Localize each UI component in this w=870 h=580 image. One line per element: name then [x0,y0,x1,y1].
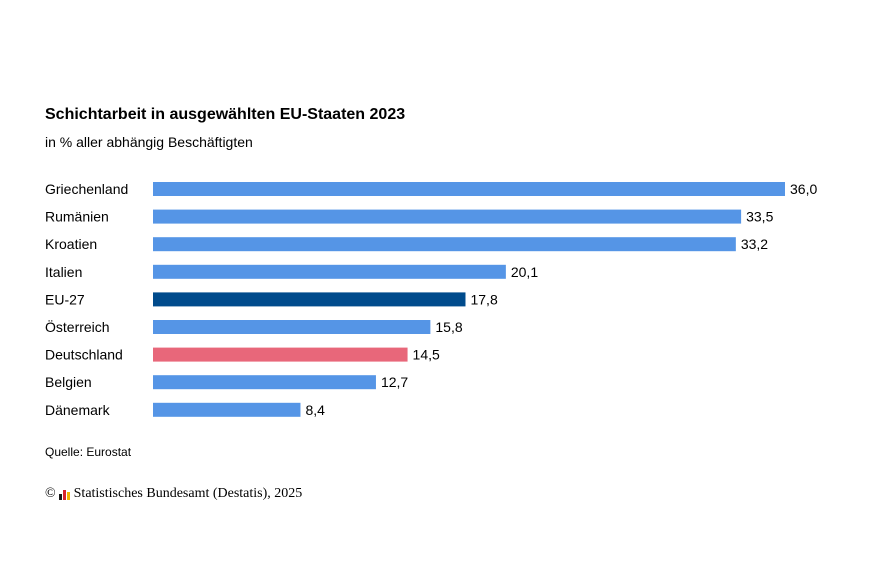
value-label: 15,8 [435,319,462,335]
category-label: Dänemark [45,402,111,418]
source-note: Quelle: Eurostat [45,445,132,459]
footer: © Statistisches Bundesamt (Destatis), 20… [45,486,302,502]
copyright-symbol: © [45,486,56,501]
bar-eu-27 [153,292,466,307]
bar-griechenland [153,182,785,196]
bar-deutschland [153,347,408,362]
chart-subtitle: in % aller abhängig Beschäftigten [45,134,253,150]
value-label: 33,5 [746,209,773,225]
category-label: Belgien [45,374,92,390]
footer-text: Statistisches Bundesamt (Destatis), 2025 [73,486,303,501]
value-label: 17,8 [470,291,497,307]
bar-dänemark [153,402,301,417]
bar-rumänien [153,209,742,224]
value-label: 14,5 [413,347,440,363]
category-label: Rumänien [45,209,109,225]
bar-kroatien [153,237,736,252]
value-label: 12,7 [381,374,408,390]
bar-österreich [153,320,431,334]
category-label: Deutschland [45,347,123,363]
value-label: 36,0 [790,181,817,197]
category-label: Italien [45,264,82,280]
value-label: 20,1 [511,264,538,280]
bar-italien [153,264,506,279]
category-label: Österreich [45,318,110,335]
category-label: Kroatien [45,236,97,252]
value-label: 33,2 [741,236,768,252]
category-label: Griechenland [45,181,128,197]
chart-title: Schichtarbeit in ausgewählten EU-Staaten… [45,106,406,123]
destatis-logo-icon [58,488,70,500]
category-label: EU-27 [45,291,85,307]
bar-belgien [153,375,376,390]
value-label: 8,4 [305,402,325,418]
